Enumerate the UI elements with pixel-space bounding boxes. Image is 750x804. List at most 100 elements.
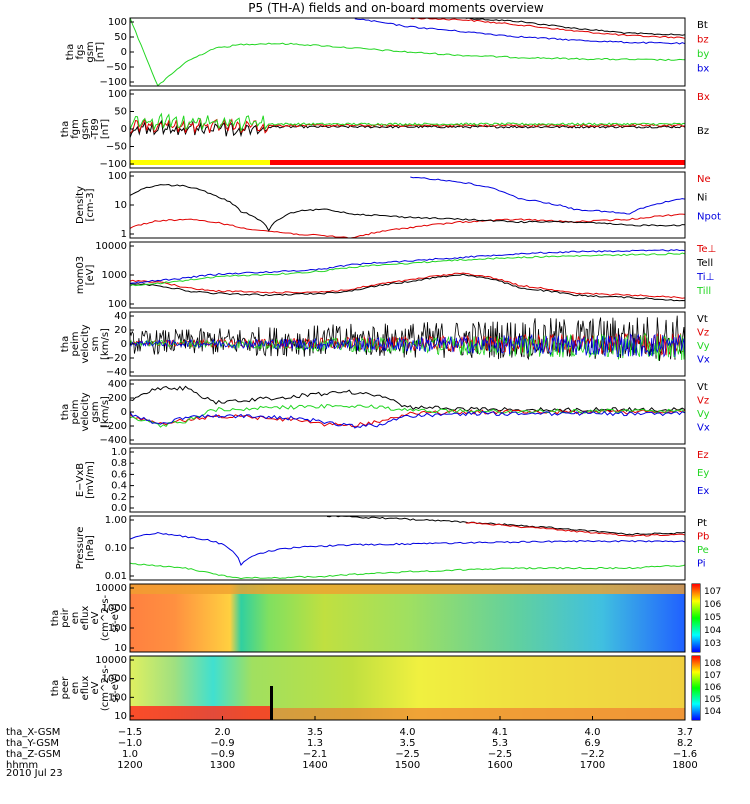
x-axis-tick-label: −2.5	[395, 749, 419, 760]
y-tick-label: 10	[114, 200, 127, 211]
y-tick-label: 0.8	[111, 458, 127, 469]
panel-frame	[129, 447, 686, 513]
y-tick-label: 100	[108, 692, 127, 703]
y-axis-label: velocity	[80, 324, 91, 363]
colorbar-tick-label: 106	[704, 683, 721, 693]
y-tick-label: 1000	[102, 270, 127, 281]
series-Vy	[130, 403, 685, 428]
legend-label: bz	[697, 35, 709, 46]
x-axis-tick-label: 2.0	[215, 727, 231, 738]
legend-label: Vt	[697, 314, 708, 325]
series-Pe	[130, 562, 685, 580]
legend-label: Pi	[697, 559, 706, 570]
x-axis-tick-label: 1400	[302, 760, 327, 771]
panel-fgs: 100 50 0 −50 −100 tha fgs gsm [nT] Bt bz by bx	[65, 17, 709, 88]
y-axis-label: sr-eV)	[110, 603, 121, 632]
legend-label: bx	[697, 64, 709, 75]
y-axis-label: mom03	[75, 256, 86, 294]
x-axis-labels: tha_X-GSM −1.5 2.0 3.5 4.0 4.1 4.0 3.7tha_Y-GSM…	[6, 716, 698, 771]
panel-fgm: 100 50 0 −50 −100 tha fgm gsm -T89 [nT] Bx Bz	[60, 89, 710, 170]
legend-label: Ey	[697, 468, 709, 479]
x-axis-tick-label: 4.0	[585, 727, 601, 738]
series-Te⊥	[130, 272, 685, 299]
y-tick-label: 100	[108, 171, 127, 182]
x-axis-tick-label: −1.6	[673, 749, 697, 760]
x-axis-tick-label: 5.3	[492, 738, 508, 749]
y-tick-label: 0	[121, 47, 127, 58]
series-line	[130, 410, 685, 429]
y-axis-label: peir	[60, 607, 71, 627]
legend-label: Vx	[697, 355, 710, 366]
legend-label: Bx	[697, 92, 710, 103]
x-axis-row-label: hhmm	[6, 760, 38, 771]
x-axis-tick-label: 8.2	[677, 738, 693, 749]
legend-label: by	[697, 49, 709, 60]
legend-label: Vy	[697, 341, 710, 352]
legend-label: Tell	[696, 258, 713, 269]
y-tick-label: 10	[114, 643, 127, 654]
legend-label: Ni	[697, 193, 707, 204]
series-line	[130, 333, 685, 358]
panel-frame	[129, 515, 686, 581]
y-axis-label: tha	[50, 680, 61, 696]
legend-label: Vy	[697, 409, 710, 420]
y-axis-label: tha	[65, 44, 76, 60]
x-axis-tick-label: −2.1	[303, 749, 327, 760]
y-tick-label: −40	[106, 367, 127, 378]
y-axis-label: E−VxB	[75, 463, 86, 497]
colorbar-tick-label: 105	[704, 613, 721, 623]
series-line	[410, 18, 685, 39]
series-Pt	[326, 516, 685, 536]
y-axis-label: eV	[90, 681, 101, 694]
y-axis-label: [nPa]	[85, 535, 96, 561]
y-tick-label: 50	[114, 32, 127, 43]
legend-label: Pe	[697, 545, 709, 556]
panel-peer_en_eflux: 108 107 106 105 104 10000 1000 100 10 tha peer en ef…	[50, 655, 721, 722]
series-line	[130, 272, 685, 299]
y-axis-label: tha	[60, 121, 71, 137]
y-tick-label: 10000	[95, 241, 127, 252]
panel-frame	[129, 89, 686, 169]
y-axis-label: fgs	[75, 44, 86, 59]
panel-temperature: 10000 1000 100 mom03 [eV] Te⊥ Tell Ti⊥ Till	[75, 241, 716, 310]
y-axis-label: sm	[90, 337, 101, 352]
legend-label: Te⊥	[696, 244, 716, 255]
colorbar-tick-label: 104	[704, 707, 721, 717]
colorbar-fill	[692, 656, 700, 720]
y-axis-label: sr-eV)	[110, 673, 121, 702]
date-label: 2010 Jul 23	[6, 768, 63, 779]
y-tick-label: 1000	[102, 603, 127, 614]
series-line	[130, 273, 685, 302]
series-line	[130, 403, 685, 428]
series-Ne	[130, 213, 685, 238]
legend-label: Till	[696, 286, 711, 297]
y-axis-label: eV	[90, 611, 101, 624]
series-Vx	[130, 410, 685, 429]
y-axis-label: tha	[60, 404, 71, 420]
colorbar-tick-label: 107	[704, 671, 721, 681]
y-axis-label: eflux	[80, 676, 91, 701]
y-axis-label: peer	[60, 676, 71, 700]
y-tick-label: 1.00	[105, 515, 127, 526]
x-axis-tick-label: 1.3	[307, 738, 323, 749]
y-tick-label: 200	[108, 393, 127, 404]
x-axis-tick-label: −2.5	[488, 749, 512, 760]
y-tick-label: −100	[100, 159, 127, 170]
x-axis-tick-label: 4.0	[400, 727, 416, 738]
series-fgm	[130, 112, 685, 138]
series-Tell	[130, 273, 685, 302]
y-tick-label: 0	[121, 407, 127, 418]
y-tick-label: −50	[106, 142, 127, 153]
y-tick-label: 100	[108, 89, 127, 100]
y-axis-label: [km/s]	[100, 396, 111, 428]
heatmap-field	[130, 584, 685, 652]
y-axis-label: [cm-3]	[85, 188, 96, 221]
status-bar-red	[270, 160, 685, 165]
x-axis-tick-label: 1800	[672, 760, 697, 771]
y-axis-label: [nT]	[95, 42, 106, 62]
y-axis-label: velocity	[80, 392, 91, 431]
series-line	[130, 332, 685, 361]
x-axis-tick-label: 1300	[210, 760, 235, 771]
series-Pi	[130, 531, 685, 566]
